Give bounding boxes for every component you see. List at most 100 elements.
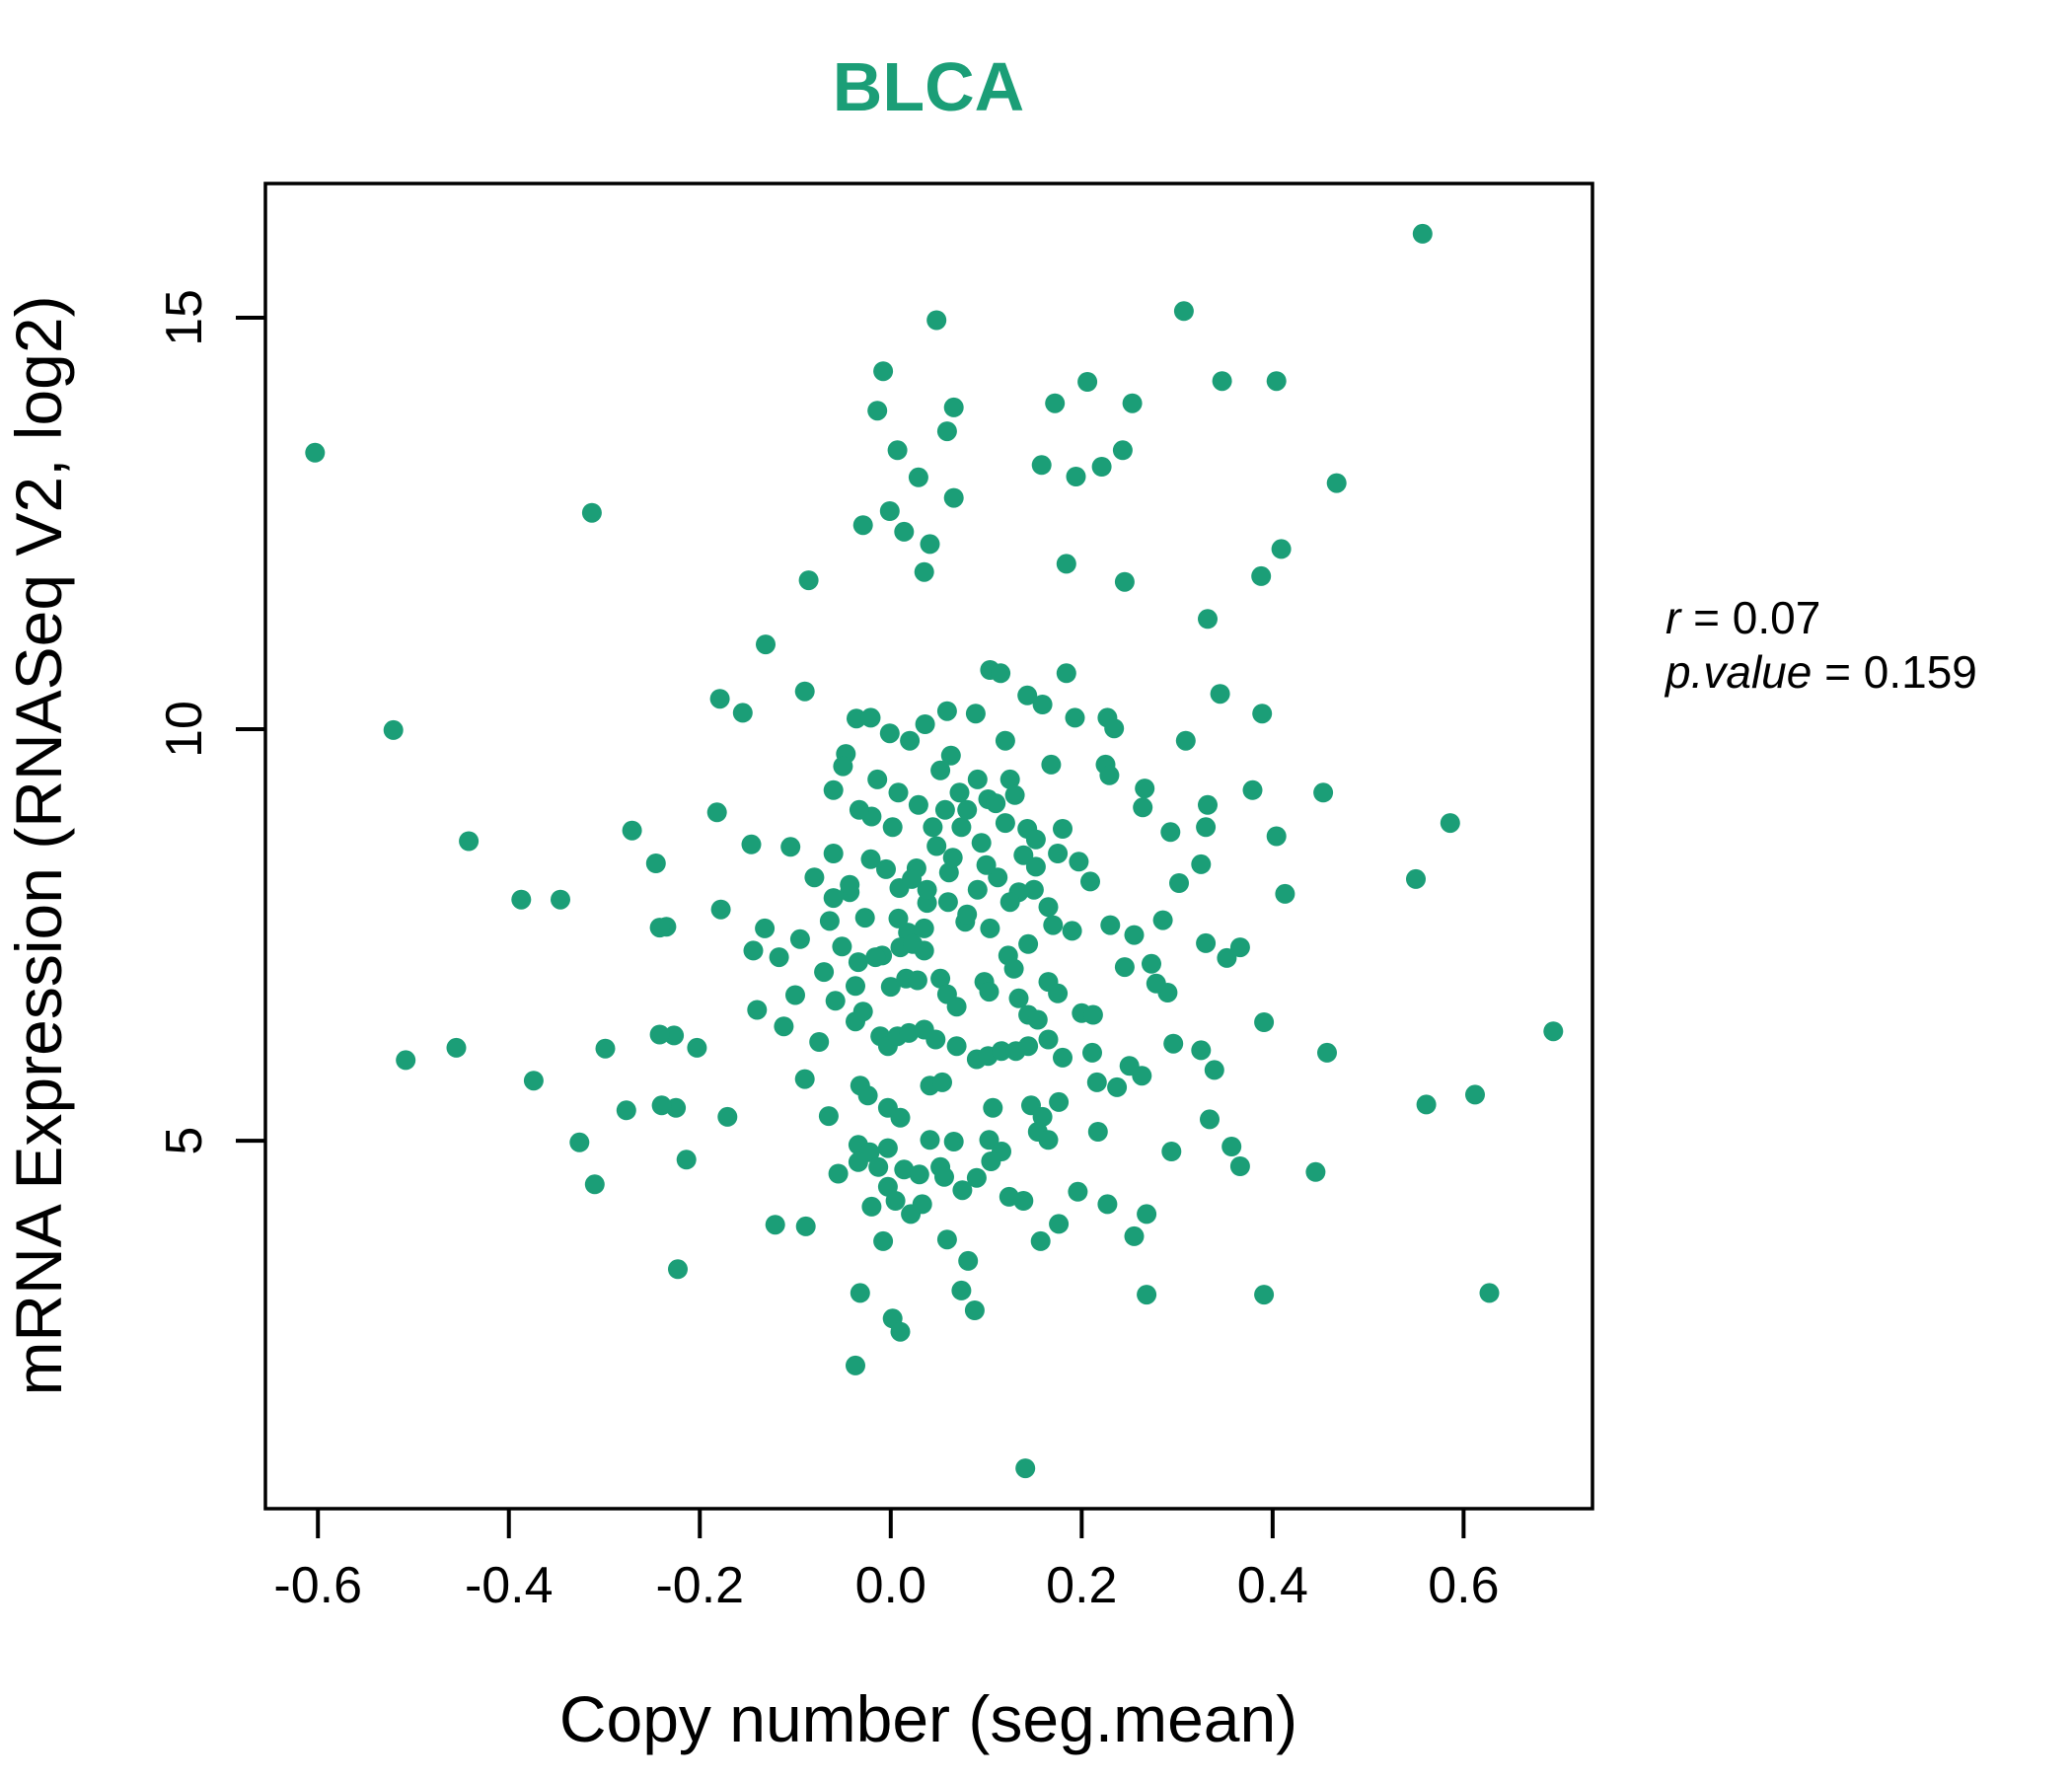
data-point: [986, 793, 1006, 814]
data-point: [814, 962, 835, 983]
data-point: [1124, 1225, 1145, 1246]
data-point: [943, 1132, 964, 1151]
data-point: [809, 1032, 830, 1052]
data-point: [890, 1107, 911, 1128]
data-point: [867, 401, 888, 421]
x-axis-ticks: -0.6 -0.4 -0.2 0.0 0.2 0.4 0.6: [273, 1509, 1500, 1614]
data-point: [785, 985, 805, 1005]
data-point: [1100, 915, 1121, 935]
data-point: [1242, 779, 1263, 800]
data-point: [914, 918, 934, 938]
data-point: [732, 703, 753, 723]
data-point: [747, 1000, 768, 1020]
data-point: [946, 1036, 967, 1057]
data-point: [1163, 1033, 1184, 1054]
data-point: [936, 701, 957, 721]
data-point: [1025, 856, 1046, 877]
data-point: [965, 704, 986, 724]
data-point: [995, 730, 1015, 751]
data-point: [880, 977, 901, 998]
data-point: [1169, 873, 1189, 893]
correlation-annotation-line2: p.value = 0.159: [1664, 646, 1977, 698]
data-point: [936, 1229, 957, 1250]
data-point: [1266, 371, 1287, 392]
data-point: [717, 1106, 738, 1127]
data-point: [1114, 571, 1135, 592]
data-point: [1133, 797, 1153, 818]
data-point: [798, 570, 819, 591]
data-point: [936, 421, 957, 442]
data-point: [1326, 473, 1347, 493]
data-point: [873, 1230, 894, 1251]
data-point: [1160, 822, 1181, 843]
data-point: [908, 467, 928, 487]
data-point: [888, 782, 909, 803]
data-point: [1217, 947, 1237, 968]
data-point: [1032, 1106, 1053, 1127]
data-point: [1135, 779, 1155, 799]
data-point: [687, 1037, 707, 1058]
data-point: [710, 899, 731, 920]
data-point: [923, 817, 943, 838]
data-point: [741, 834, 762, 854]
data-point: [1082, 1004, 1103, 1025]
y-tick-label: 10: [156, 701, 213, 758]
data-point: [511, 889, 532, 910]
data-point: [668, 1259, 688, 1280]
pvalue-value: = 0.159: [1812, 646, 1977, 698]
data-point: [804, 867, 825, 888]
data-point: [649, 918, 670, 938]
data-point: [1003, 958, 1024, 979]
data-point: [885, 1191, 906, 1211]
data-point: [1107, 1076, 1128, 1097]
data-point: [857, 1085, 878, 1106]
data-point: [1543, 1021, 1564, 1042]
data-point: [1198, 609, 1218, 630]
data-point: [917, 879, 937, 900]
data-point: [907, 970, 927, 991]
data-point: [551, 889, 570, 910]
data-point: [1204, 1060, 1224, 1080]
data-point: [1025, 829, 1046, 850]
data-point: [868, 1156, 889, 1177]
data-point: [1122, 393, 1143, 413]
data-point: [676, 1150, 697, 1170]
data-point: [1056, 663, 1076, 684]
data-point: [1137, 1285, 1157, 1305]
data-point: [1023, 879, 1044, 900]
data-point: [823, 779, 844, 800]
data-point: [581, 502, 602, 523]
data-point: [930, 968, 951, 989]
data-point: [1065, 707, 1085, 728]
x-tick-label: 0.4: [1237, 1557, 1308, 1614]
data-point: [849, 799, 869, 820]
data-point: [1049, 1214, 1070, 1234]
data-point: [890, 1321, 911, 1342]
data-point: [995, 813, 1015, 834]
data-point: [967, 769, 988, 789]
data-point: [957, 799, 978, 820]
data-point: [926, 310, 947, 331]
data-point: [976, 854, 997, 875]
data-point: [979, 982, 999, 1002]
data-point: [832, 936, 852, 957]
data-point: [979, 1130, 999, 1150]
data-point: [1099, 765, 1120, 785]
data-point: [1313, 782, 1334, 803]
data-point: [1196, 817, 1217, 838]
data-point: [877, 1138, 898, 1158]
x-tick-label: 0.0: [855, 1557, 926, 1614]
data-point: [1124, 925, 1145, 945]
data-point: [943, 397, 964, 417]
data-point: [664, 1025, 685, 1046]
data-point: [860, 849, 881, 869]
data-point: [1077, 372, 1098, 392]
data-point: [819, 911, 840, 931]
data-point: [446, 1037, 467, 1058]
data-point: [795, 1216, 816, 1236]
data-point: [651, 1095, 672, 1116]
data-point: [1013, 1191, 1034, 1211]
data-point: [1142, 953, 1161, 974]
data-point: [846, 1355, 865, 1375]
